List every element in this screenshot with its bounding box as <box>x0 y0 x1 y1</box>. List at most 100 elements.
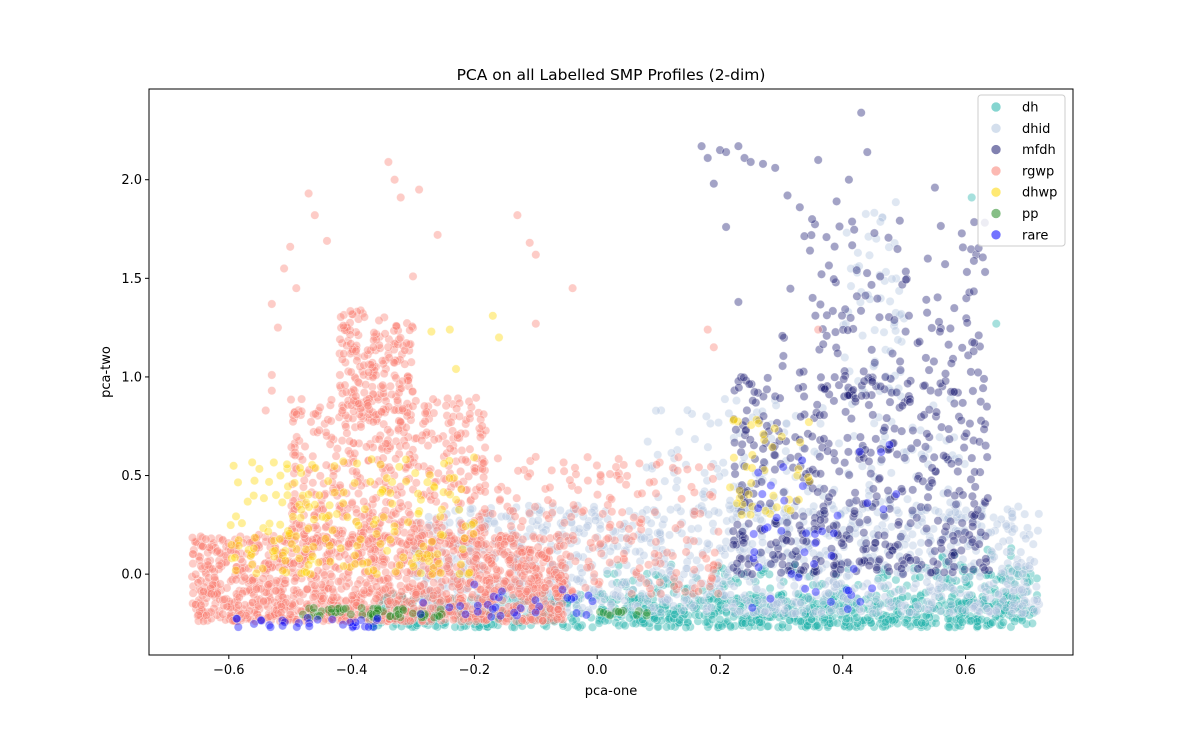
point-mfdh <box>768 550 778 560</box>
point-mfdh <box>982 452 992 462</box>
point-rgwp <box>465 409 475 419</box>
point-dhid <box>622 577 632 587</box>
point-rgwp <box>345 436 355 446</box>
point-mfdh <box>961 428 971 438</box>
point-dh <box>726 621 736 631</box>
point-rgwp <box>454 411 464 421</box>
point-mfdh <box>953 466 963 476</box>
point-dhid <box>1021 534 1031 544</box>
point-dh <box>931 618 941 628</box>
point-dhid <box>891 197 901 207</box>
point-mfdh <box>924 538 934 548</box>
point-rgwp <box>350 448 360 458</box>
point-mfdh <box>933 516 943 526</box>
point-mfdh <box>850 488 860 498</box>
point-mfdh <box>728 526 738 536</box>
point-mfdh <box>810 311 820 321</box>
point-mfdh <box>981 441 991 451</box>
point-mfdh <box>737 439 747 449</box>
point-dhid <box>853 248 863 258</box>
point-mfdh <box>739 538 749 548</box>
point-dhid <box>893 335 903 345</box>
point-rgwp <box>292 432 302 442</box>
point-rgwp <box>215 579 225 589</box>
point-mfdh <box>770 163 780 173</box>
point-mfdh <box>824 260 834 270</box>
point-dhid <box>1007 509 1017 519</box>
point-rgwp <box>441 401 451 411</box>
point-rgwp <box>327 571 337 581</box>
point-rgwp <box>405 532 415 542</box>
point-dhid <box>720 394 730 404</box>
point-rgwp <box>339 349 349 359</box>
point-dhid <box>981 586 991 596</box>
point-rgwp <box>210 572 220 582</box>
point-dh <box>957 617 967 627</box>
point-mfdh <box>778 351 788 361</box>
point-rgwp <box>371 582 381 592</box>
point-mfdh <box>973 367 983 377</box>
point-mfdh <box>744 519 754 529</box>
point-mfdh <box>908 425 918 435</box>
point-rgwp <box>297 455 307 465</box>
point-mfdh <box>939 451 949 461</box>
point-mfdh <box>819 506 829 516</box>
point-mfdh <box>777 331 787 341</box>
point-dhid <box>698 595 708 605</box>
point-dhid <box>959 574 969 584</box>
point-mfdh <box>745 435 755 445</box>
point-rgwp <box>352 508 362 518</box>
point-mfdh <box>974 330 984 340</box>
point-rgwp <box>286 395 296 405</box>
point-dhid <box>1033 526 1043 536</box>
point-dhid <box>1006 547 1016 557</box>
point-rgwp <box>280 575 290 585</box>
point-rgwp <box>552 614 562 624</box>
point-rgwp <box>201 534 211 544</box>
point-mfdh <box>907 506 917 516</box>
point-mfdh <box>805 246 815 256</box>
point-mfdh <box>973 505 983 515</box>
point-mfdh <box>877 455 887 465</box>
point-rgwp <box>483 555 493 565</box>
point-rgwp <box>191 569 201 579</box>
point-rgwp <box>231 575 241 585</box>
point-rgwp <box>415 581 425 591</box>
point-dhid <box>1016 547 1026 557</box>
point-dhid <box>891 326 901 336</box>
point-mfdh <box>823 446 833 456</box>
point-dhid <box>994 542 1004 552</box>
point-rgwp <box>188 588 198 598</box>
point-rgwp <box>328 592 338 602</box>
point-mfdh <box>816 269 826 279</box>
point-dhid <box>949 585 959 595</box>
point-mfdh <box>944 434 954 444</box>
point-rgwp <box>234 600 244 610</box>
point-mfdh <box>844 175 854 185</box>
point-rgwp <box>386 465 396 475</box>
point-mfdh <box>983 493 993 503</box>
point-mfdh <box>958 242 968 252</box>
point-dhid <box>655 527 665 537</box>
point-mfdh <box>949 562 959 572</box>
point-dhid <box>758 537 768 547</box>
point-rgwp <box>276 608 286 618</box>
point-mfdh <box>871 434 881 444</box>
point-mfdh <box>895 216 905 226</box>
point-rgwp <box>290 576 300 586</box>
point-rgwp <box>428 590 438 600</box>
point-mfdh <box>914 337 924 347</box>
point-rgwp <box>407 578 417 588</box>
point-rgwp <box>314 425 324 435</box>
point-rgwp <box>203 560 213 570</box>
point-mfdh <box>876 381 886 391</box>
point-mfdh <box>798 511 808 521</box>
point-dhid <box>572 574 582 584</box>
point-dhid <box>887 274 897 284</box>
point-dhid <box>834 438 844 448</box>
point-mfdh <box>939 567 949 577</box>
point-rgwp <box>326 395 336 405</box>
point-rgwp <box>401 441 411 451</box>
point-dhid <box>886 468 896 478</box>
